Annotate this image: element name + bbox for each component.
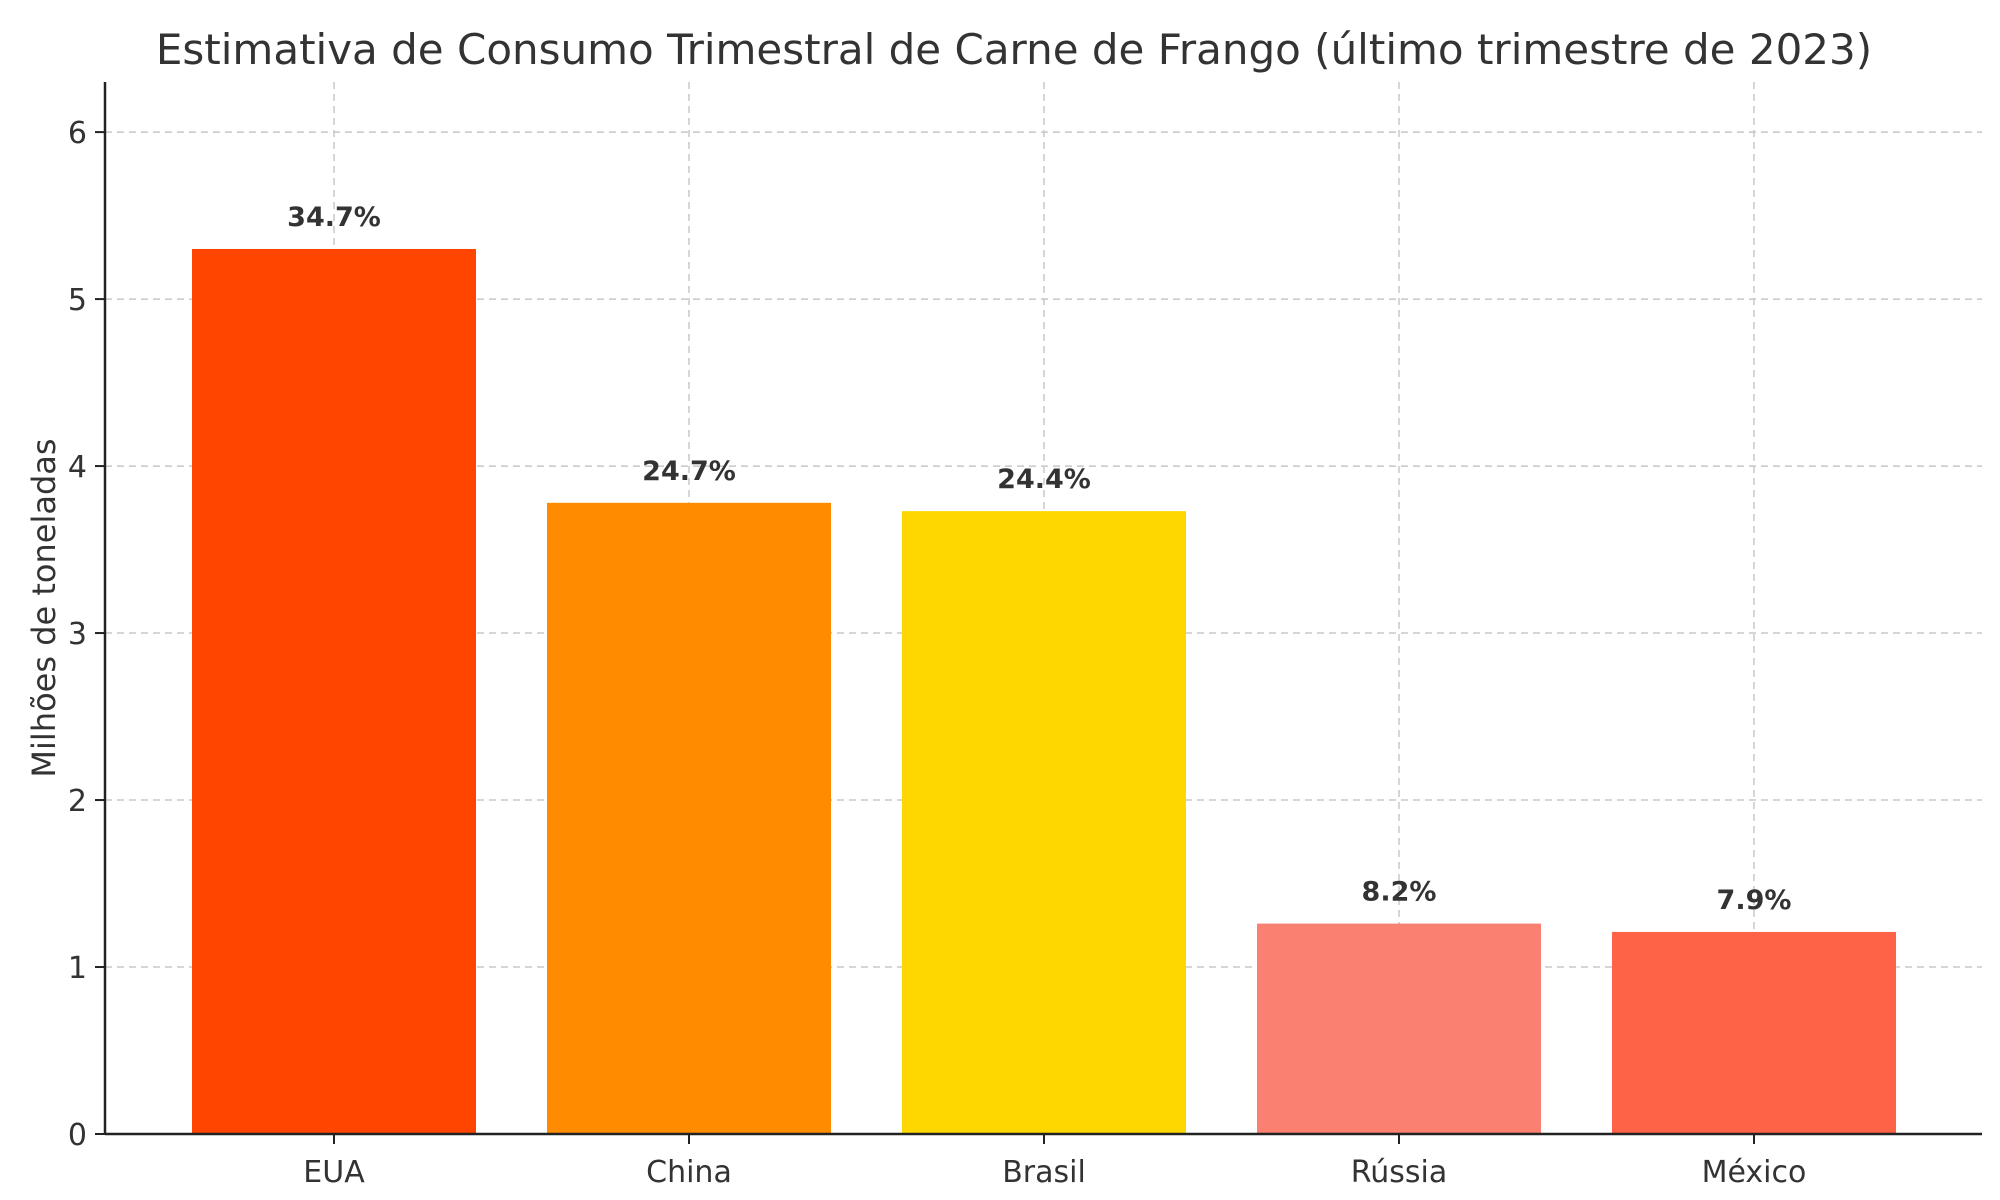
bar [547, 502, 831, 1134]
bar-data-label: 8.2% [1362, 877, 1437, 908]
bar-data-label: 34.7% [287, 202, 381, 233]
y-tick-label: 3 [68, 617, 87, 652]
y-tick-label: 1 [68, 951, 87, 986]
label-layer: 0 1 2 3 4 5 6 EUA 34.7% China 24.7% Brasil 24.4% Rúss… [68, 116, 1806, 1190]
y-tick-label: 2 [68, 784, 87, 819]
axis-layer [95, 82, 1982, 1144]
y-tick-label: 6 [68, 116, 87, 151]
x-tick-label: EUA [303, 1155, 365, 1190]
bar [192, 248, 476, 1134]
x-tick-label: China [646, 1155, 732, 1190]
x-tick-label: Brasil [1002, 1155, 1086, 1190]
bar-data-label: 24.7% [642, 456, 736, 487]
x-tick-label: México [1702, 1155, 1807, 1190]
chart-title: Estimativa de Consumo Trimestral de Carn… [156, 25, 1872, 74]
y-tick-label: 5 [68, 283, 87, 318]
bar [1612, 931, 1896, 1134]
bar-data-label: 24.4% [997, 464, 1091, 495]
bar-data-label: 7.9% [1717, 885, 1792, 916]
bar [902, 511, 1186, 1135]
y-axis-label: Milhões de toneladas [25, 438, 63, 777]
y-tick-label: 4 [68, 450, 87, 485]
x-tick-label: Rússia [1351, 1155, 1448, 1190]
y-tick-label: 0 [68, 1118, 87, 1153]
bar [1257, 923, 1541, 1134]
bar-layer [192, 248, 1896, 1135]
